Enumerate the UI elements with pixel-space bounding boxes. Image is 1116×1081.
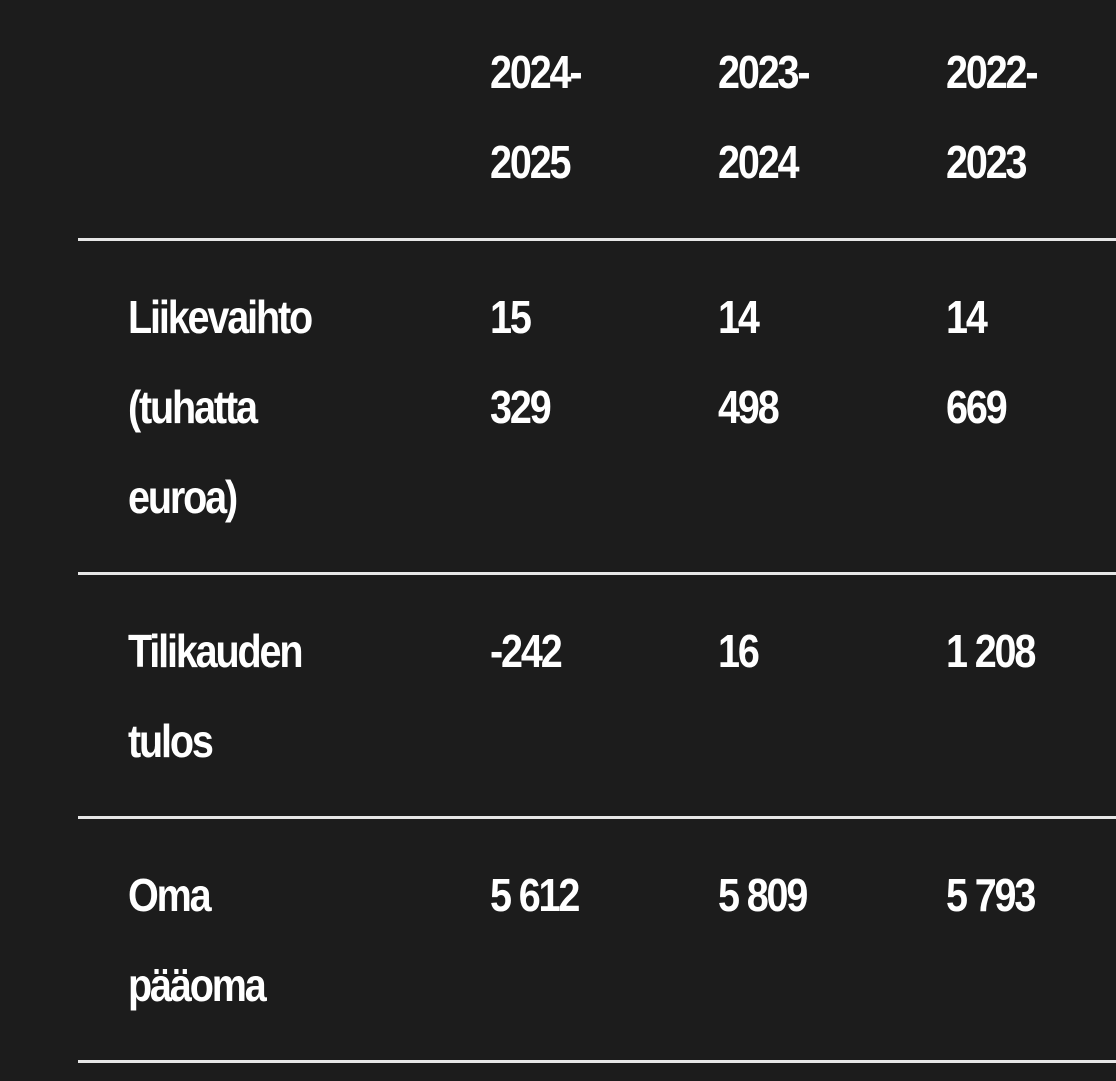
row-divider [78, 572, 1116, 575]
table-cell: 14 498 [718, 291, 780, 433]
column-header: 2022- 2023 [946, 46, 1039, 188]
column-header: 2023- 2024 [718, 46, 811, 188]
table-cell: 16 [718, 625, 760, 677]
table-cell: 5 612 [490, 869, 580, 921]
row-divider [78, 816, 1116, 819]
table-cell: -242 [490, 625, 563, 677]
row-label: Liikevaihto (tuhatta euroa) [128, 291, 313, 523]
table-cell: 5 809 [718, 869, 808, 921]
row-label: Oma pääoma [128, 869, 267, 1011]
row-divider [78, 238, 1116, 241]
row-divider [78, 1060, 1116, 1063]
table-cell: 5 793 [946, 869, 1036, 921]
row-label: Tilikauden tulos [128, 625, 304, 767]
column-header: 2024- 2025 [490, 46, 583, 188]
table-cell: 14 669 [946, 291, 1008, 433]
table-cell: 15 329 [490, 291, 552, 433]
table-cell: 1 208 [946, 625, 1036, 677]
